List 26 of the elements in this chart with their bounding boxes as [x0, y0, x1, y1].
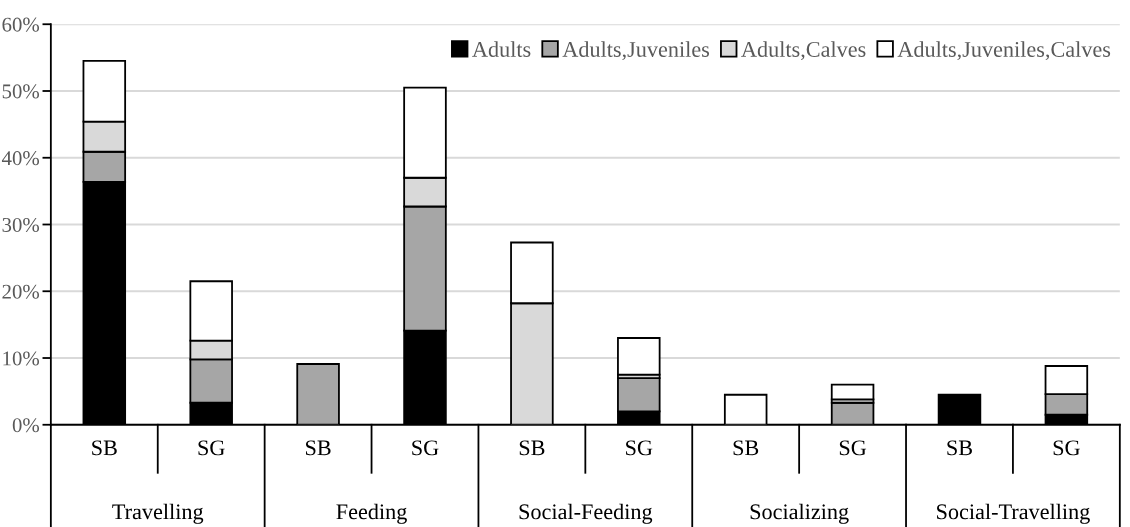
- y-tick-label: 0%: [12, 418, 40, 433]
- legend-label: Adults: [472, 41, 531, 57]
- text: Socializing: [750, 503, 849, 524]
- y-tick-label: 30%: [2, 217, 40, 232]
- y-tick-label: 40%: [1, 151, 40, 166]
- text: Travelling: [112, 503, 204, 524]
- x-tick-label: SG: [839, 440, 867, 456]
- x-tick-label: SB: [733, 440, 759, 456]
- y-tick-label: 50%: [2, 84, 40, 99]
- x-tick-label: SG: [626, 440, 653, 456]
- x-tick-label: SB: [519, 440, 545, 456]
- y-tick-label: 60%: [2, 17, 40, 32]
- text: Social-Feeding: [519, 503, 653, 524]
- text: Social-Travelling: [937, 503, 1090, 524]
- y-tick-label: 10%: [3, 351, 40, 366]
- x-tick-label: SG: [1053, 440, 1080, 456]
- text: Feeding: [336, 503, 407, 524]
- x-tick-label: SB: [92, 440, 117, 456]
- x-tick-label: SG: [198, 440, 225, 456]
- legend-label: Adults,Juveniles,Calves: [897, 41, 1111, 61]
- x-tick-label: SB: [305, 440, 331, 456]
- legend-label: Adults,Juveniles: [562, 41, 710, 61]
- legend-label: Adults,Calves: [741, 41, 866, 61]
- x-tick-label: SG: [412, 440, 439, 456]
- y-tick-label: 20%: [2, 284, 40, 299]
- x-tick-label: SB: [947, 440, 972, 456]
